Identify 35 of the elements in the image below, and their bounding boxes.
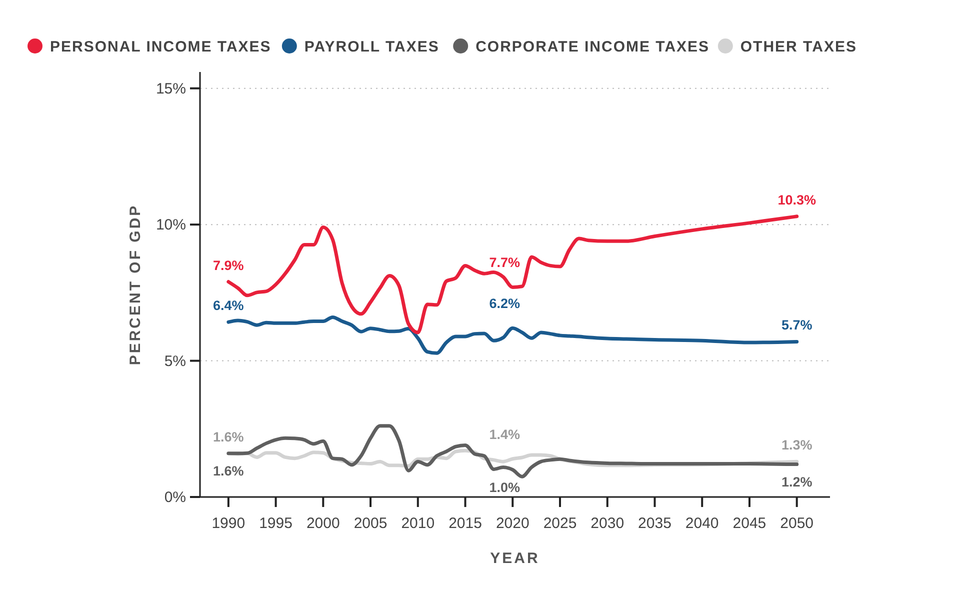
legend-label: OTHER TAXES	[740, 38, 857, 56]
y-tick-label: 15%	[156, 80, 186, 98]
y-tick-label: 10%	[156, 216, 186, 234]
y-tick-label: 5%	[164, 352, 186, 370]
x-tick-label: 1990	[212, 515, 246, 532]
y-axis-title: PERCENT OF GDP	[127, 204, 144, 366]
x-tick-label: 2030	[590, 515, 624, 532]
data-label: 1.6%	[213, 463, 244, 478]
data-label: 1.6%	[213, 429, 244, 444]
data-label: 1.4%	[489, 426, 520, 442]
legend-label: PAYROLL TAXES	[304, 38, 440, 56]
x-tick-label: 2000	[306, 515, 340, 532]
x-tick-label: 2025	[543, 515, 577, 532]
legend-label: CORPORATE INCOME TAXES	[476, 38, 710, 56]
x-tick-label: 1995	[259, 515, 292, 532]
data-label: 7.9%	[213, 258, 244, 273]
x-tick-label: 2045	[732, 515, 766, 532]
data-label: 6.4%	[213, 298, 244, 314]
legend-label: PERSONAL INCOME TAXES	[50, 38, 272, 56]
x-tick-label: 2015	[448, 515, 482, 532]
data-label: 1.0%	[489, 480, 520, 495]
x-tick-label: 2010	[401, 515, 435, 532]
data-label: 1.2%	[781, 474, 812, 490]
data-label: 6.2%	[489, 296, 520, 312]
data-label: 5.7%	[781, 318, 812, 333]
x-tick-label: 2050	[780, 515, 814, 532]
data-label: 1.3%	[781, 438, 812, 453]
x-tick-label: 2035	[638, 515, 672, 532]
x-axis-title: YEAR	[490, 550, 540, 567]
x-tick-label: 2040	[685, 515, 719, 532]
x-tick-label: 2005	[354, 515, 388, 532]
data-label: 10.3%	[778, 192, 816, 208]
x-tick-label: 2020	[496, 515, 530, 532]
y-tick-label: 0%	[164, 489, 186, 506]
data-label: 7.7%	[489, 255, 520, 270]
